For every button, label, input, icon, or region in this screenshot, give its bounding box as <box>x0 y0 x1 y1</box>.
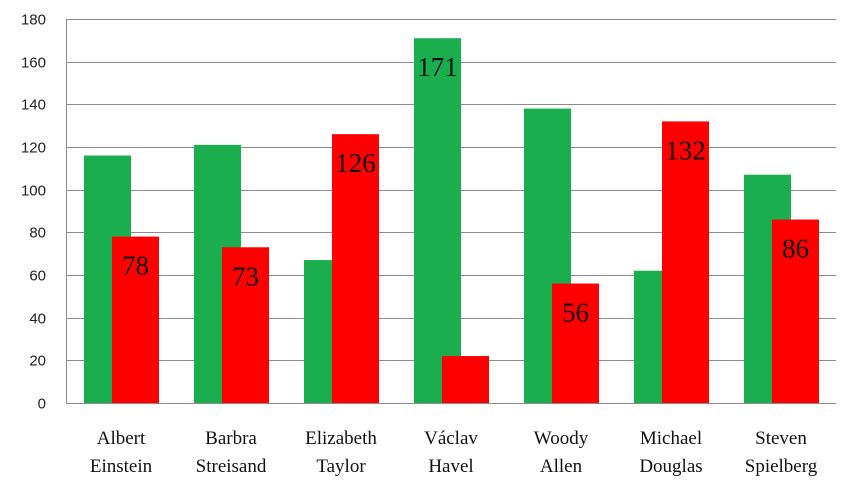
x-tick-label-line: Taylor <box>316 456 366 477</box>
data-label: 78 <box>122 251 149 281</box>
data-label: 171 <box>417 52 458 82</box>
y-tick-label: 180 <box>21 12 46 29</box>
x-tick-label-line: Spielberg <box>745 456 818 477</box>
data-label: 126 <box>335 148 376 178</box>
x-tick-label-line: Douglas <box>639 456 702 477</box>
x-tick-label-line: Michael <box>640 428 702 449</box>
bar-series-2-2 <box>332 134 379 403</box>
bar-series-2-6 <box>772 219 819 403</box>
x-tick-label-line: Barbra <box>205 428 257 449</box>
bar-series-2-4 <box>552 283 599 403</box>
data-labels: 78 73 126 171 56 132 86 <box>122 52 809 327</box>
x-tick-label: Elizabeth Taylor <box>305 428 377 477</box>
y-tick-label: 40 <box>29 311 46 328</box>
y-tick-label: 160 <box>21 55 46 72</box>
x-tick-label-line: Steven <box>755 428 807 449</box>
bar-series-2-0 <box>112 236 159 403</box>
bars <box>84 38 819 404</box>
bar-series-2-1 <box>222 247 269 403</box>
x-tick-label: Albert Einstein <box>90 428 153 477</box>
y-tick-label: 80 <box>29 225 46 242</box>
x-tick-label-line: Václav <box>424 428 478 449</box>
y-tick-label: 60 <box>29 268 46 285</box>
x-tick-label: Steven Spielberg <box>745 428 818 477</box>
bar-series-2-5 <box>662 121 709 404</box>
bar-series-1-3 <box>414 38 461 403</box>
data-label: 73 <box>232 261 259 291</box>
x-tick-label: Václav Havel <box>424 428 478 477</box>
x-tick-label-line: Woody <box>534 428 589 449</box>
y-tick-label: 20 <box>29 353 46 370</box>
x-tick-label-line: Einstein <box>90 456 153 477</box>
data-label: 86 <box>782 234 809 264</box>
x-tick-label: Barbra Streisand <box>196 428 267 477</box>
x-tick-label: Woody Allen <box>534 428 589 477</box>
bar-series-2-3 <box>442 356 489 403</box>
data-label: 56 <box>562 298 589 328</box>
x-tick-label-line: Havel <box>428 456 473 477</box>
x-tick-label-line: Streisand <box>196 456 267 477</box>
y-tick-label: 100 <box>21 183 46 200</box>
x-tick-label-line: Elizabeth <box>305 428 377 449</box>
y-tick-label: 120 <box>21 140 46 157</box>
x-tick-label: Michael Douglas <box>639 428 702 477</box>
y-tick-label: 140 <box>21 97 46 114</box>
axes: 0 20 40 60 80 100 120 140 160 180 Albert Einstein Ba… <box>21 12 836 477</box>
x-tick-label-line: Allen <box>540 456 583 477</box>
data-label: 132 <box>665 135 706 165</box>
x-tick-label-line: Albert <box>97 428 146 449</box>
y-tick-label: 0 <box>38 396 46 413</box>
